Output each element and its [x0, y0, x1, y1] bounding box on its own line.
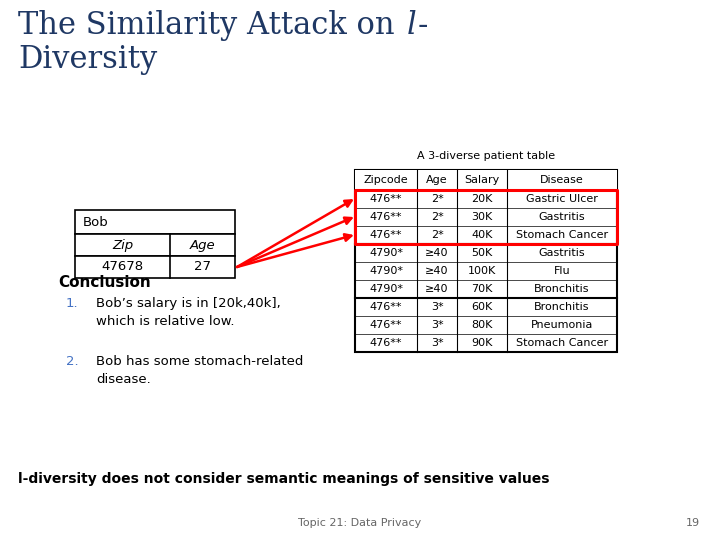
- Text: Zip: Zip: [112, 239, 133, 252]
- Text: Conclusion: Conclusion: [58, 275, 150, 290]
- Text: Stomach Cancer: Stomach Cancer: [516, 230, 608, 240]
- Text: 476**: 476**: [370, 338, 402, 348]
- Bar: [75, 256, 235, 278]
- Text: 476**: 476**: [370, 320, 402, 330]
- Text: 40K: 40K: [472, 230, 492, 240]
- Bar: [457, 170, 507, 190]
- Text: Flu: Flu: [554, 266, 570, 276]
- Text: Disease: Disease: [540, 175, 584, 185]
- Text: l: l: [407, 10, 417, 41]
- Text: Stomach Cancer: Stomach Cancer: [516, 338, 608, 348]
- Text: The Similarity Attack on: The Similarity Attack on: [18, 10, 405, 41]
- Text: 476**: 476**: [370, 194, 402, 204]
- Text: 2*: 2*: [431, 212, 444, 222]
- Text: 476**: 476**: [370, 302, 402, 312]
- Text: Diversity: Diversity: [18, 44, 157, 75]
- Bar: [75, 210, 235, 234]
- Text: Bronchitis: Bronchitis: [534, 284, 590, 294]
- Text: Gastric Ulcer: Gastric Ulcer: [526, 194, 598, 204]
- Text: 476**: 476**: [370, 230, 402, 240]
- Text: 2*: 2*: [431, 230, 444, 240]
- Text: 1.: 1.: [66, 297, 78, 310]
- Bar: [417, 170, 457, 190]
- Text: Zipcode: Zipcode: [364, 175, 408, 185]
- Text: Age: Age: [426, 175, 448, 185]
- Bar: [355, 170, 617, 352]
- Text: 90K: 90K: [472, 338, 492, 348]
- Text: A 3-diverse patient table: A 3-diverse patient table: [417, 151, 555, 161]
- Bar: [355, 170, 417, 190]
- Text: 3*: 3*: [431, 338, 444, 348]
- Text: 4790*: 4790*: [369, 266, 403, 276]
- Text: l-diversity does not consider semantic meanings of sensitive values: l-diversity does not consider semantic m…: [18, 472, 549, 486]
- Text: Bronchitis: Bronchitis: [534, 302, 590, 312]
- Text: 3*: 3*: [431, 320, 444, 330]
- Text: 4790*: 4790*: [369, 248, 403, 258]
- Text: 47678: 47678: [102, 260, 143, 273]
- Text: Salary: Salary: [464, 175, 500, 185]
- Text: 30K: 30K: [472, 212, 492, 222]
- Text: Gastritis: Gastritis: [539, 212, 585, 222]
- Bar: [507, 170, 617, 190]
- Text: Bob: Bob: [83, 215, 109, 228]
- Text: 3*: 3*: [431, 302, 444, 312]
- Text: 80K: 80K: [472, 320, 492, 330]
- Text: ≥40: ≥40: [426, 284, 449, 294]
- Text: ≥40: ≥40: [426, 266, 449, 276]
- Text: -: -: [418, 10, 428, 41]
- Text: Bob has some stomach-related
disease.: Bob has some stomach-related disease.: [96, 355, 303, 386]
- Text: 20K: 20K: [472, 194, 492, 204]
- Bar: [75, 234, 235, 256]
- Text: 4790*: 4790*: [369, 284, 403, 294]
- Text: 2.: 2.: [66, 355, 78, 368]
- Bar: [355, 190, 617, 244]
- Text: Gastritis: Gastritis: [539, 248, 585, 258]
- Text: 476**: 476**: [370, 212, 402, 222]
- Text: Bob’s salary is in [20k,40k],
which is relative low.: Bob’s salary is in [20k,40k], which is r…: [96, 297, 281, 328]
- Text: 19: 19: [686, 518, 700, 528]
- Text: 50K: 50K: [472, 248, 492, 258]
- Text: 2*: 2*: [431, 194, 444, 204]
- Text: Topic 21: Data Privacy: Topic 21: Data Privacy: [298, 518, 422, 528]
- Text: 100K: 100K: [468, 266, 496, 276]
- Text: 27: 27: [194, 260, 211, 273]
- Text: Pneumonia: Pneumonia: [531, 320, 593, 330]
- Text: ≥40: ≥40: [426, 248, 449, 258]
- Text: 70K: 70K: [472, 284, 492, 294]
- Text: Age: Age: [189, 239, 215, 252]
- Text: 60K: 60K: [472, 302, 492, 312]
